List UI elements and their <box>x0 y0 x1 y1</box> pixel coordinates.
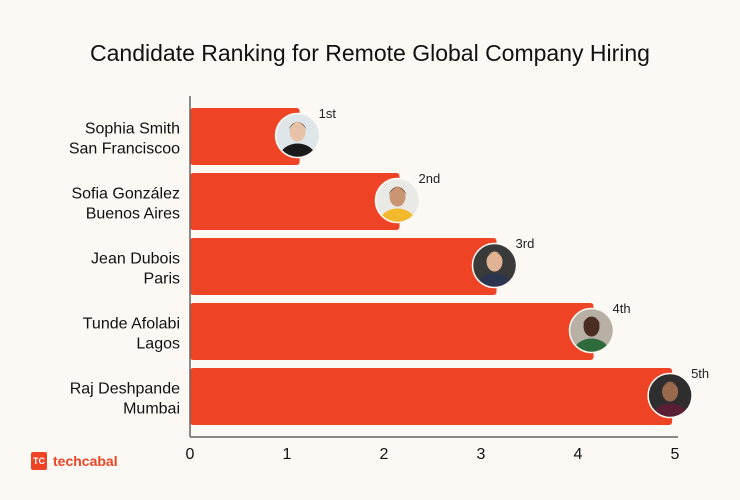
x-tick-label: 1 <box>283 446 292 463</box>
category-name-label: Sophia Smith <box>85 121 180 138</box>
avatar-border <box>471 242 518 289</box>
rank-label: 1st <box>319 106 337 121</box>
category-name-label: Jean Dubois <box>91 251 180 268</box>
category-city-label: Lagos <box>136 336 180 353</box>
avatar-photo <box>375 178 420 223</box>
techcabal-logo: TC techcabal <box>31 452 118 470</box>
bar <box>190 108 300 165</box>
rank-label: 2nd <box>419 171 441 186</box>
logo-mark-icon: TC <box>31 452 47 470</box>
category-name-label: Raj Deshpande <box>70 381 180 398</box>
category-name-label: Tunde Afolabi <box>83 316 180 333</box>
x-tick-label: 3 <box>477 446 486 463</box>
x-tick-label: 5 <box>671 446 680 463</box>
category-city-label: Mumbai <box>123 401 180 418</box>
bar <box>190 238 497 295</box>
avatar-border <box>568 307 615 354</box>
category-city-label: Paris <box>144 271 180 288</box>
avatar-photo <box>472 243 517 288</box>
rank-label: 3rd <box>516 236 535 251</box>
chart-title: Candidate Ranking for Remote Global Comp… <box>90 40 650 66</box>
category-city-label: San Franciscoo <box>69 141 180 158</box>
rank-label: 5th <box>691 366 709 381</box>
avatar-photo <box>275 113 320 158</box>
avatar-photo <box>648 373 693 418</box>
logo-text: techcabal <box>53 453 118 469</box>
rank-label: 4th <box>613 301 631 316</box>
bar <box>190 368 673 425</box>
bar <box>190 173 400 230</box>
avatar-border <box>647 372 693 419</box>
bar <box>190 303 594 360</box>
category-name-label: Sofia González <box>71 186 180 203</box>
category-city-label: Buenos Aires <box>86 206 180 223</box>
avatar-border <box>274 112 321 159</box>
x-tick-label: 4 <box>574 446 583 463</box>
x-tick-label: 0 <box>186 446 195 463</box>
x-tick-label: 2 <box>380 446 389 463</box>
avatar-border <box>374 177 421 224</box>
avatar-photo <box>569 308 614 353</box>
